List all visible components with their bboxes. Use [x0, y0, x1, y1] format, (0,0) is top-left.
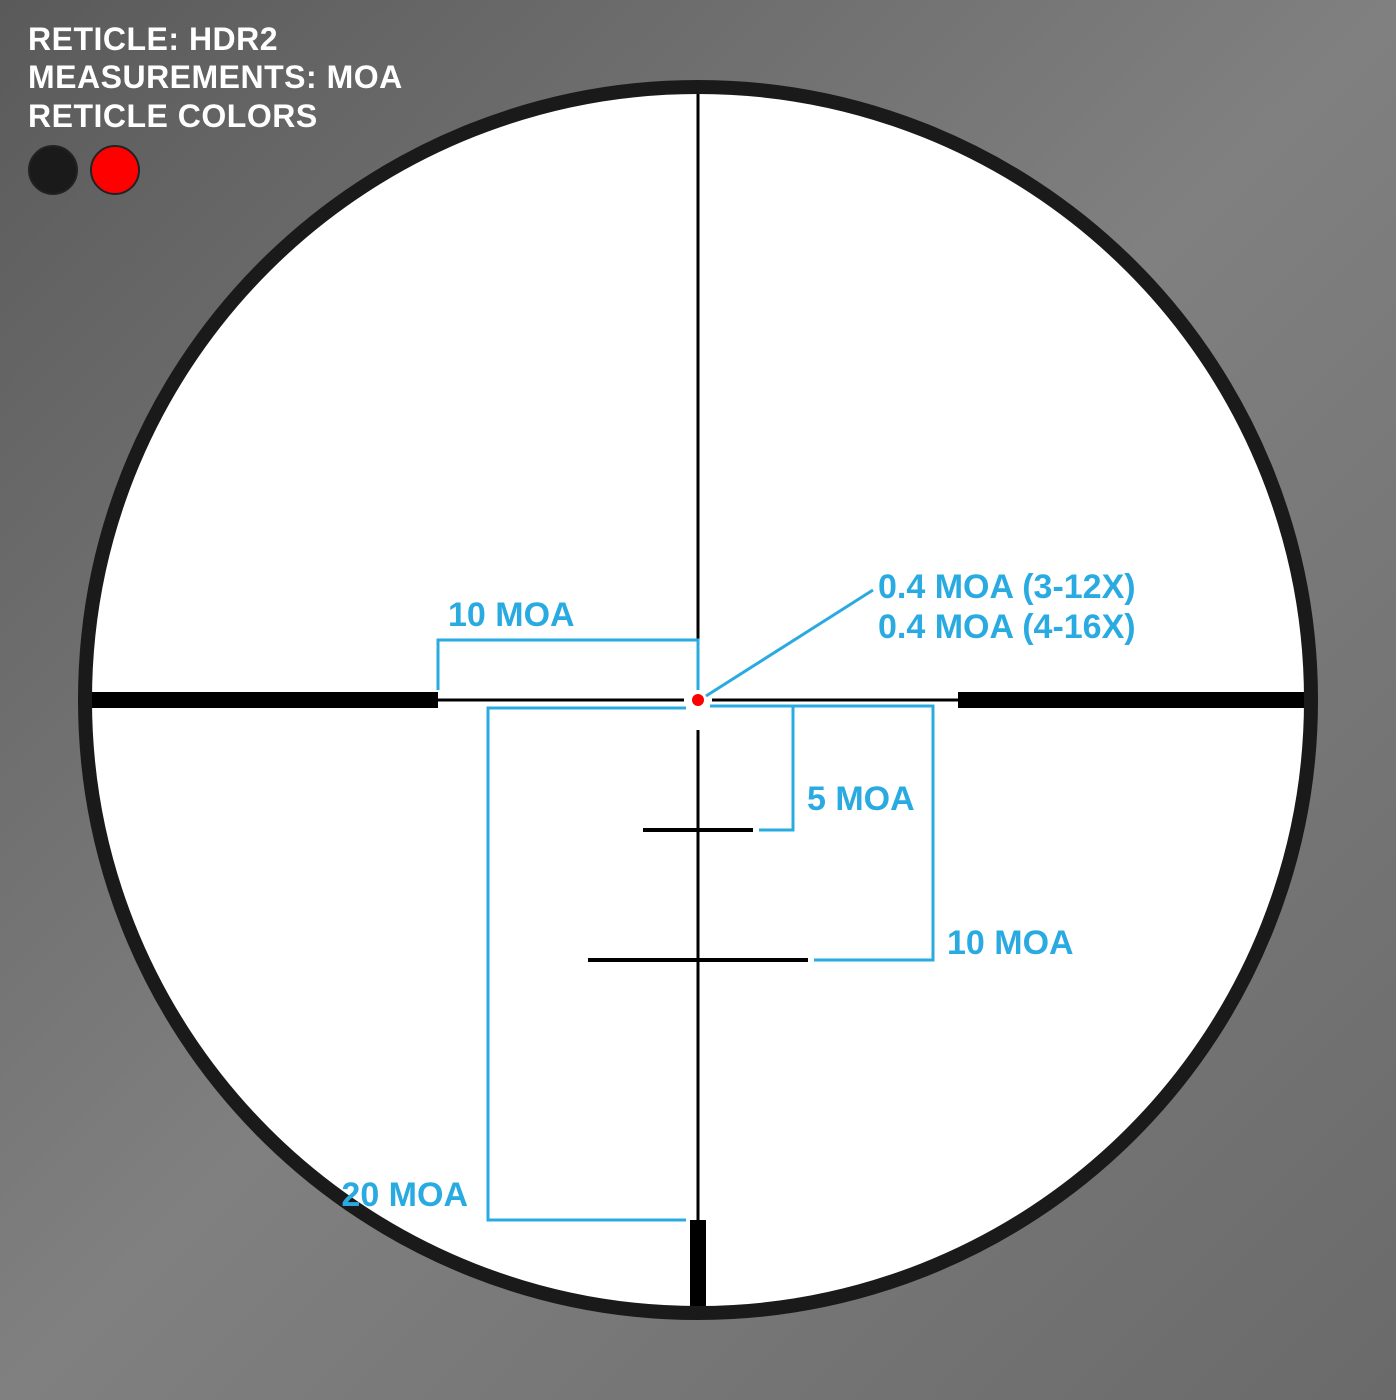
label-10moa-right: 10 MOA — [947, 924, 1074, 962]
reticle-diagram: 10 MOA 0.4 MOA (3-12X)0.4 MOA (4-16X) 5 MO… — [0, 0, 1396, 1400]
label-04moa-2: 0.4 MOA (4-16X) — [878, 608, 1136, 646]
label-20moa: 20 MOA — [341, 1176, 468, 1214]
label-04moa-1: 0.4 MOA (3-12X) — [878, 568, 1136, 606]
label-10moa-left: 10 MOA — [448, 596, 575, 634]
label-5moa: 5 MOA — [807, 780, 915, 818]
